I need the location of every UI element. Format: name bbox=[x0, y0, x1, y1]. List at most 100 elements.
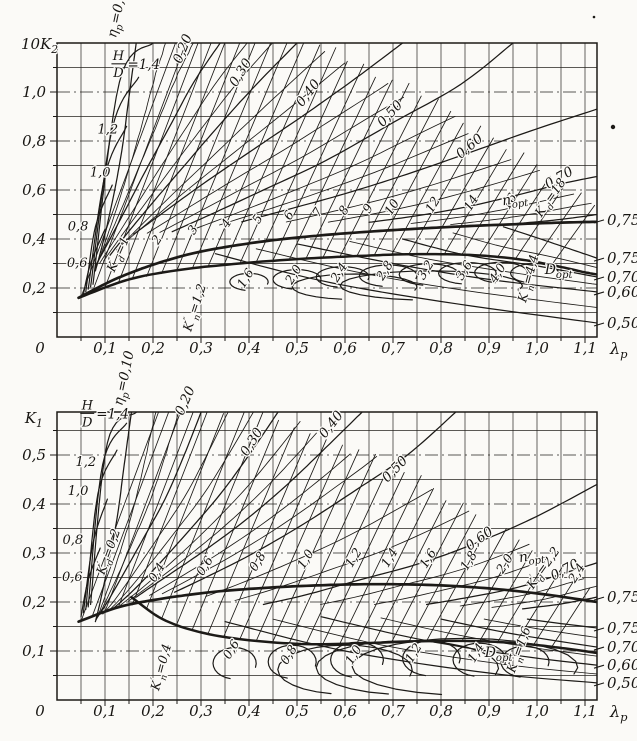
mesh-line-steep bbox=[223, 433, 311, 638]
edge-eta-label: 0,75 bbox=[607, 249, 637, 267]
mesh-line-steep bbox=[305, 468, 388, 646]
kn-tick-label: 2,0 bbox=[281, 262, 305, 288]
mesh-line-contour bbox=[120, 421, 301, 606]
eta-contour bbox=[94, 412, 133, 623]
mesh-line-contour bbox=[99, 43, 248, 264]
mesh-line-steep bbox=[478, 550, 533, 643]
mesh-line-contour bbox=[96, 412, 180, 619]
x-tick-label: 0 bbox=[35, 702, 45, 720]
hd-curve bbox=[92, 43, 154, 285]
y-tick-label: 0,4 bbox=[22, 230, 46, 248]
mesh-line-steep bbox=[443, 528, 507, 643]
mesh-line-contour bbox=[459, 578, 585, 607]
eta-contour-lower bbox=[296, 243, 597, 293]
hd-label: =1,4 bbox=[127, 57, 160, 73]
mesh-line-contour bbox=[116, 51, 326, 251]
x-tick-label: 1,1 bbox=[573, 339, 597, 357]
mesh-line-steep bbox=[223, 44, 321, 266]
mesh-line-steep bbox=[322, 82, 410, 259]
edge-leader bbox=[593, 664, 605, 669]
x-tick-label: 0,9 bbox=[477, 702, 501, 720]
mesh-line-contour bbox=[327, 169, 540, 223]
kn-tick-label: K″n=1,2 bbox=[179, 282, 212, 335]
mesh-line-steep bbox=[117, 412, 194, 609]
edge-leader bbox=[593, 646, 605, 651]
chart-top: ηp=0,100,200,300,400,500,600,701,21,00,8… bbox=[20, 0, 637, 362]
hd-label: 0,6 bbox=[67, 256, 88, 271]
mesh-line-steep bbox=[408, 514, 477, 643]
mesh-line-steep bbox=[390, 122, 464, 256]
x-tick-label: 0,2 bbox=[141, 702, 165, 720]
mesh-line-steep bbox=[161, 412, 245, 620]
mesh-line-contour bbox=[410, 193, 575, 224]
mesh-line-steep bbox=[176, 43, 271, 272]
mesh-line-steep bbox=[80, 412, 159, 622]
mesh-line-steep bbox=[532, 576, 577, 646]
kn-loop bbox=[500, 645, 550, 678]
kn-tick-label: 1,6 bbox=[234, 266, 257, 291]
kn-tick-label: 2,8 bbox=[372, 258, 396, 284]
eta-contour bbox=[521, 596, 597, 610]
kn-loop bbox=[315, 640, 500, 695]
kn-tick-label: 4,0 bbox=[485, 260, 509, 286]
eta-contour bbox=[106, 43, 298, 260]
mesh-line-contour bbox=[94, 43, 166, 270]
kd-tick-label: 1,8 bbox=[457, 548, 480, 573]
mesh-line-steep bbox=[478, 164, 538, 257]
kd-tick-label: 2,0 bbox=[492, 551, 516, 577]
kd-tick-label: 2 bbox=[147, 232, 164, 248]
x-tick-label: 0,6 bbox=[333, 702, 357, 720]
eta-label: ηp=0,10 bbox=[111, 349, 141, 408]
eta-contour bbox=[171, 43, 514, 233]
kd-tick-label: 4 bbox=[217, 216, 234, 232]
edge-eta-label: 0,60 bbox=[607, 656, 637, 674]
mesh-line-contour bbox=[205, 488, 433, 597]
eta-label: 0,20 bbox=[172, 384, 199, 418]
eta-contour-lower bbox=[526, 618, 597, 629]
mesh-line-steep bbox=[496, 175, 551, 258]
hd-label: 0,6 bbox=[62, 570, 83, 585]
mesh-line-steep bbox=[461, 539, 520, 643]
kn-loop bbox=[398, 263, 460, 286]
hd-fraction-denominator: D bbox=[112, 66, 124, 81]
mesh-line-contour bbox=[219, 133, 469, 226]
y-tick-label: 1,0 bbox=[22, 83, 46, 101]
x-tick-label: 0,9 bbox=[477, 339, 501, 357]
x-axis-title: λp bbox=[609, 339, 628, 361]
mesh-line-contour bbox=[107, 412, 254, 613]
kd-line bbox=[77, 582, 597, 623]
mesh-line-lower bbox=[349, 240, 597, 285]
kn-loop bbox=[510, 262, 560, 284]
edge-leader bbox=[593, 682, 605, 687]
kn-loop bbox=[438, 261, 497, 285]
eta-contour bbox=[241, 108, 597, 223]
mesh-line-steep bbox=[146, 43, 240, 277]
kn-loop bbox=[339, 270, 524, 301]
hd-curve bbox=[90, 76, 140, 288]
y-tick-label: 0,2 bbox=[22, 279, 46, 297]
x-tick-label: 0,5 bbox=[285, 339, 309, 357]
hd-fraction-denominator: D bbox=[81, 415, 93, 430]
kd-tick-label: 14 bbox=[460, 192, 481, 213]
mesh-line-contour bbox=[128, 432, 317, 602]
kn-line bbox=[77, 252, 597, 300]
eta-contour bbox=[368, 175, 597, 223]
mesh-line-contour bbox=[320, 543, 530, 605]
hd-curve bbox=[87, 422, 128, 608]
x-tick-label: 1,0 bbox=[525, 339, 549, 357]
mesh-line-lower bbox=[483, 618, 597, 638]
y-tick-label: 0,1 bbox=[22, 642, 46, 660]
x-tick-label: 1,1 bbox=[573, 702, 597, 720]
mesh-line-steep bbox=[305, 79, 393, 260]
hd-fraction-numerator: H bbox=[112, 49, 125, 64]
x-tick-label: 0,4 bbox=[237, 339, 261, 357]
d-opt-label: Dopt bbox=[484, 645, 514, 664]
edge-eta-label: 0,60 bbox=[607, 283, 637, 301]
mesh-line-steep bbox=[272, 63, 365, 262]
kn-loop bbox=[291, 273, 418, 300]
eta-contour-lower bbox=[224, 621, 597, 684]
edge-leader bbox=[593, 291, 605, 296]
eta-contour bbox=[173, 412, 457, 593]
mesh-line-contour bbox=[491, 585, 597, 608]
mesh-line-steep bbox=[496, 561, 546, 644]
